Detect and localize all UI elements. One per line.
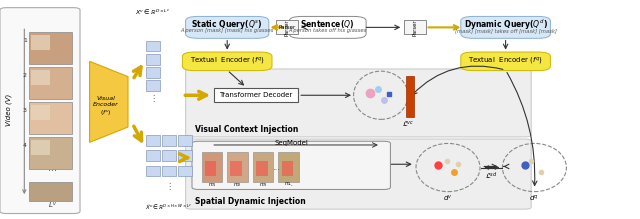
Text: Transformer Decoder: Transformer Decoder (220, 92, 292, 98)
FancyBboxPatch shape (186, 139, 531, 209)
Text: A person takes off his glasses: A person takes off his glasses (289, 28, 367, 34)
Text: $\mathcal{L}^{vc}$: $\mathcal{L}^{vc}$ (402, 119, 415, 129)
Text: Textual  Encoder ($f^q$): Textual Encoder ($f^q$) (190, 56, 264, 67)
Bar (178, 150, 192, 161)
Bar (178, 135, 192, 146)
Text: ⋮: ⋮ (148, 94, 157, 103)
Bar (29, 102, 72, 134)
Text: 4: 4 (23, 143, 27, 148)
Bar (29, 182, 72, 201)
Bar (29, 137, 72, 169)
Bar (146, 67, 160, 78)
Bar (214, 88, 298, 102)
Bar (205, 161, 216, 176)
Text: Parser: Parser (284, 19, 289, 36)
Bar (31, 140, 50, 155)
Bar (31, 105, 50, 120)
Bar (29, 32, 72, 64)
FancyBboxPatch shape (461, 52, 550, 71)
Text: $L^v$: $L^v$ (48, 200, 57, 210)
Bar (178, 166, 192, 176)
Bar (146, 41, 160, 51)
Text: Parser: Parser (278, 25, 295, 30)
Text: Video (V): Video (V) (5, 93, 12, 126)
Bar (162, 150, 176, 161)
Text: SeqModel: SeqModel (275, 140, 308, 147)
Text: 1: 1 (23, 38, 27, 43)
Bar (275, 20, 298, 35)
Text: $d^v$: $d^v$ (443, 193, 453, 203)
Text: 3: 3 (23, 108, 27, 113)
Bar (227, 152, 248, 182)
Bar (146, 54, 160, 65)
Text: ...: ... (48, 162, 57, 173)
Bar (146, 80, 160, 91)
Text: 2: 2 (23, 73, 27, 78)
Text: $X^v \in \mathbb{R}^{D \times L^v}$: $X^v \in \mathbb{R}^{D \times L^v}$ (135, 8, 171, 18)
Text: Parser: Parser (412, 19, 417, 36)
Bar (230, 161, 242, 176)
Bar (202, 152, 222, 182)
Text: A person [mask] [mask] his glasses: A person [mask] [mask] his glasses (180, 28, 274, 34)
Text: ⋮: ⋮ (164, 182, 173, 191)
Text: $(f^v)$: $(f^v)$ (100, 109, 111, 118)
FancyBboxPatch shape (192, 141, 390, 189)
Bar (404, 20, 426, 35)
FancyBboxPatch shape (186, 69, 531, 137)
Text: $m_1$: $m_1$ (207, 181, 216, 189)
Text: $d^q$: $d^q$ (529, 193, 540, 203)
FancyBboxPatch shape (182, 52, 272, 71)
FancyBboxPatch shape (0, 8, 80, 214)
Text: Visual
Encoder: Visual Encoder (93, 96, 118, 107)
Bar (31, 70, 50, 85)
Text: $m_3$: $m_3$ (259, 181, 268, 189)
Bar (406, 76, 414, 117)
Bar (146, 150, 160, 161)
FancyBboxPatch shape (289, 16, 366, 38)
Text: $m_2$: $m_2$ (233, 181, 242, 189)
Text: Sentence($Q$): Sentence($Q$) (301, 18, 355, 30)
Bar (282, 161, 293, 176)
Bar (29, 67, 72, 99)
Bar (146, 166, 160, 176)
Text: Dynamic Query($Q^d$): Dynamic Query($Q^d$) (463, 17, 548, 32)
FancyBboxPatch shape (186, 16, 269, 38)
Text: Visual Context Injection: Visual Context Injection (195, 125, 299, 134)
Bar (146, 135, 160, 146)
Text: Static Query($Q^s$): Static Query($Q^s$) (191, 18, 263, 31)
Bar (162, 166, 176, 176)
Text: $\tilde{X}^v \in \mathbb{R}^{D \times H \times W \times L^v}$: $\tilde{X}^v \in \mathbb{R}^{D \times H … (145, 203, 193, 213)
Bar (278, 152, 299, 182)
Bar (256, 161, 268, 176)
Bar (162, 135, 176, 146)
Text: Textual  Encoder ($f^q$): Textual Encoder ($f^q$) (468, 56, 543, 67)
Bar (31, 35, 50, 50)
Text: $\mathcal{L}^{sd}$: $\mathcal{L}^{sd}$ (484, 171, 497, 182)
Text: $m_{L_v}$: $m_{L_v}$ (284, 181, 294, 189)
Text: Spatial Dynamic Injection: Spatial Dynamic Injection (195, 197, 306, 206)
Text: ...: ... (273, 163, 280, 172)
FancyBboxPatch shape (461, 16, 550, 38)
Polygon shape (90, 61, 128, 142)
Text: [mask] [mask] takes off [mask] [mask]: [mask] [mask] takes off [mask] [mask] (454, 28, 557, 34)
Bar (253, 152, 273, 182)
